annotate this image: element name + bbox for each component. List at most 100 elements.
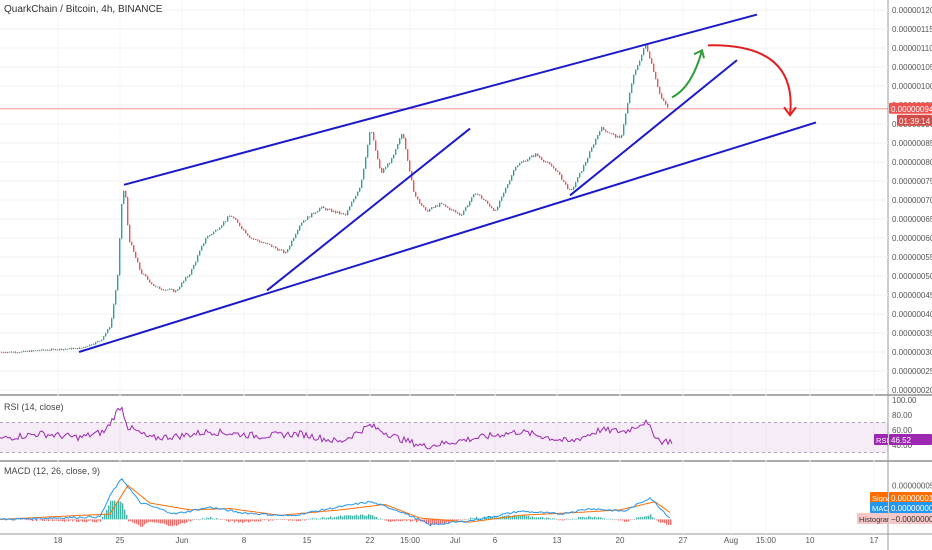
price-tick-label: 0.00000035 [892, 329, 932, 338]
candle-body [403, 134, 405, 139]
candle-body [27, 350, 29, 352]
macd-value-badge: 0.00000000 [889, 502, 932, 513]
signal-value-badge-bg [889, 492, 932, 503]
time-tick-label: Jun [176, 536, 189, 545]
candle-body [361, 179, 363, 188]
macd-histogram-bar [424, 519, 426, 523]
macd-histogram-bar [42, 519, 44, 522]
rsi-name-badge-text: RSI [876, 436, 889, 445]
macd-histogram-bar [216, 518, 218, 520]
signal-value-badge-text: 0.00000001 [891, 494, 932, 503]
macd-histogram-bar [316, 518, 318, 520]
macd-histogram-bar [514, 514, 516, 520]
trendline-2[interactable] [569, 59, 738, 197]
candle-body [537, 153, 539, 157]
candle-body [505, 188, 507, 193]
macd-histogram-bar [46, 519, 48, 521]
candle-body [339, 211, 341, 214]
candle-body [155, 285, 157, 287]
candle-body [635, 69, 637, 75]
candle-body [419, 199, 421, 204]
rsi-tick-label: 100.00 [892, 396, 917, 405]
candle-body [293, 238, 295, 241]
macd-histogram-bar [486, 517, 488, 520]
candle-body [643, 48, 645, 55]
macd-histogram-bar [378, 519, 380, 520]
candle-body [233, 216, 235, 219]
candle-body [617, 136, 619, 138]
macd-histogram-bar [616, 518, 618, 520]
candle-body [343, 213, 345, 215]
macd-histogram-bar [566, 518, 568, 520]
macd-histogram-bar [524, 515, 526, 520]
candle-body [539, 156, 541, 158]
time-tick-label: 25 [116, 536, 125, 545]
candle-body [217, 229, 219, 231]
signal-name-badge-text: Signal [872, 494, 893, 503]
macd-histogram-bar [552, 518, 554, 520]
candle-body [447, 206, 449, 208]
macd-histogram-bar [246, 519, 248, 522]
macd-histogram-bar [28, 519, 30, 521]
channel-upper-line[interactable] [123, 13, 758, 186]
macd-histogram-bar [72, 519, 74, 522]
rsi-value-badge-bg [889, 434, 932, 445]
candle-body [357, 191, 359, 196]
macd-histogram-bar [522, 515, 524, 520]
macd-histogram-bar [654, 518, 656, 520]
macd-histogram-bar [86, 519, 88, 523]
macd-histogram-bar [364, 515, 366, 520]
candle-body [235, 218, 237, 220]
candle-body [201, 246, 203, 251]
up-projection-arrow[interactable] [671, 50, 703, 99]
candle-body [397, 144, 399, 150]
macd-histogram-bar [396, 519, 398, 521]
macd-histogram-bar [196, 519, 198, 520]
down-projection-arrow[interactable] [707, 44, 792, 116]
macd-histogram-bar [580, 517, 582, 520]
macd-histogram-bar [68, 519, 70, 522]
macd-histogram-bar [178, 519, 180, 525]
candle-body [405, 138, 407, 150]
candle-body [267, 242, 269, 244]
macd-histogram-bar [44, 519, 46, 521]
price-tick-label: 0.00000025 [892, 367, 932, 376]
macd-histogram-bar [516, 516, 518, 520]
macd-histogram-bar [128, 519, 130, 522]
macd-histogram-bar [140, 519, 142, 527]
macd-histogram-bar [456, 519, 458, 521]
candle-body [423, 205, 425, 208]
macd-histogram-bar [558, 519, 560, 521]
candle-body [241, 226, 243, 229]
price-tick-label: 0.00000105 [892, 63, 932, 72]
candle-body [229, 216, 231, 217]
candle-body [487, 201, 489, 204]
macd-histogram-bar [160, 519, 162, 524]
macd-histogram-bar [20, 519, 22, 520]
channel-lower-line[interactable] [78, 121, 817, 353]
candle-body [439, 203, 441, 207]
histogram-value-badge: −0.00000001 [889, 513, 932, 524]
candle-body [609, 132, 611, 134]
macd-histogram-bar [304, 519, 306, 521]
candle-body [317, 210, 319, 213]
candle-body [53, 348, 55, 350]
candle-body [285, 252, 287, 253]
time-tick-label: 6 [493, 536, 498, 545]
macd-histogram-bar [126, 514, 128, 520]
macd-histogram-bar [54, 519, 56, 521]
macd-histogram-bar [134, 519, 136, 524]
macd-histogram-bar [520, 515, 522, 520]
macd-histogram-bar [36, 519, 38, 522]
countdown-badge-text: 01:39:14 [899, 117, 931, 126]
trendline-1[interactable] [266, 127, 471, 292]
candle-body [93, 343, 95, 345]
candle-body [269, 243, 271, 245]
macd-histogram-bar [410, 519, 412, 522]
candle-body [493, 208, 495, 211]
macd-histogram-bar [108, 505, 110, 520]
macd-histogram-bar [536, 517, 538, 520]
candle-body [611, 133, 613, 135]
macd-histogram-bar [652, 517, 654, 520]
